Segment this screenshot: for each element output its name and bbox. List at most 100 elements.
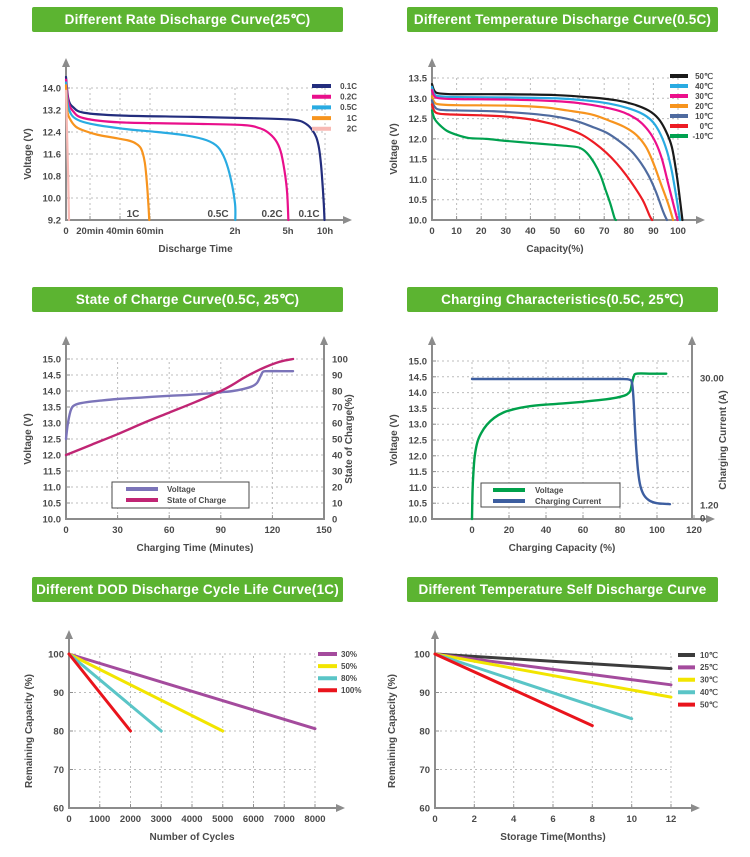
chart-title: State of Charge Curve(0.5C, 25℃)	[75, 291, 300, 307]
y-tick-label: 13.0	[43, 419, 62, 430]
y-tick-label: 11.5	[409, 155, 428, 166]
axis-arrow-right-icon	[696, 216, 705, 224]
y-tick-label: 9.2	[48, 216, 61, 227]
x-tick-label: 2	[472, 814, 477, 825]
right-axis-title: State of Charge(%)	[344, 394, 355, 483]
x-tick-label: 10h	[317, 226, 334, 237]
legend-label-10℃: 10℃	[700, 651, 718, 660]
legend-label-10℃: 10℃	[695, 112, 713, 121]
temp-self-discharge-line-30℃	[433, 652, 673, 699]
y-tick-label: 13.5	[409, 404, 428, 415]
legend-label-50℃: 50℃	[700, 700, 718, 709]
chart-title: Different DOD Discharge Cycle Life Curve…	[36, 582, 339, 597]
right-tick-label: 50	[332, 435, 343, 446]
dod-cycle-life-svg: 0 1000 2000 3000 4000 5000 6000 7000 8000 60 70 80 9…	[24, 630, 361, 843]
x-tick-label: 20	[504, 525, 515, 536]
chart-title: Different Temperature Discharge Curve(0.…	[413, 12, 712, 27]
y-tick-label: 11.5	[43, 467, 62, 478]
legend-label-20℃: 20℃	[695, 102, 713, 111]
y-tick-label: 12.5	[409, 436, 428, 447]
y-tick-label: 70	[419, 765, 430, 776]
x-tick-label: 90	[648, 226, 659, 237]
x-tick-label: 120	[264, 525, 280, 536]
axis-arrow-right-icon	[691, 804, 700, 812]
y-tick-label: 12.5	[43, 435, 62, 446]
chart-title-banner: Different DOD Discharge Cycle Life Curve…	[32, 577, 343, 602]
legend-label-Voltage: Voltage	[535, 486, 564, 495]
x-tick-label: 6000	[243, 814, 264, 825]
chart-title: Charging Characteristics(0.5C, 25℃)	[441, 291, 684, 307]
chart-title: Different Rate Discharge Curve(25℃)	[64, 11, 311, 27]
x-tick-label: 0	[66, 814, 71, 825]
state-of-charge-line-State of Charge	[64, 357, 295, 457]
temp-discharge-line--10℃	[430, 109, 618, 222]
y-tick-label: 100	[48, 650, 64, 661]
y-axis-title: Remaining Capacity (%)	[387, 674, 398, 788]
x-axis-title: Number of Cycles	[149, 832, 234, 843]
legend-label--10℃: -10℃	[692, 132, 713, 141]
chart-title-banner: Different Temperature Self Discharge Cur…	[407, 577, 718, 602]
y-tick-label: 14.0	[409, 388, 428, 399]
x-tick-label: 0	[63, 525, 68, 536]
x-axis-title: Charging Capacity (%)	[509, 543, 616, 554]
axis-arrow-up-icon	[428, 58, 436, 67]
x-tick-label: 1000	[89, 814, 110, 825]
x-tick-label: 40min	[106, 226, 134, 237]
dod-cycle-life-line-80%	[67, 652, 163, 733]
y-axis-title: Voltage (V)	[389, 123, 400, 174]
x-tick-label: 150	[316, 525, 332, 536]
y-tick-label: 12.0	[409, 134, 428, 145]
y-tick-label: 10.0	[409, 216, 428, 227]
curve-annotation-0.2C: 0.2C	[261, 209, 282, 220]
rate-discharge-svg: 0 20min 40min 60min 2h 5h 10h 9.2 10.0 10.8 11.6 12…	[23, 58, 357, 255]
temp-discharge-line-20℃	[430, 95, 675, 222]
x-tick-label: 20min	[76, 226, 104, 237]
x-tick-label: 10	[451, 226, 462, 237]
y-tick-label: 90	[53, 688, 64, 699]
temp-self-discharge-line-40℃	[433, 652, 634, 721]
curve-annotation-0.5C: 0.5C	[207, 209, 228, 220]
y-axis-title: Voltage (V)	[389, 414, 400, 465]
x-tick-label: 60	[574, 226, 585, 237]
charging-characteristics-line-Charging Current	[470, 377, 672, 506]
chart-canvas-temp-discharge: 0 10 20 30 40 50 60 70 80 90 100 10.0 10.5 11.0 11.5 12…	[375, 0, 750, 280]
y-axis-title: Remaining Capacity (%)	[24, 674, 35, 788]
y-tick-label: 10.0	[43, 515, 62, 526]
y-tick-label: 11.6	[43, 150, 61, 161]
temp-discharge-svg: 0 10 20 30 40 50 60 70 80 90 100 10.0 10.5 11.0 11.5 12…	[389, 58, 713, 255]
legend-label-State of Charge: State of Charge	[167, 496, 227, 505]
y-tick-label: 13.2	[43, 106, 62, 117]
temp-self-discharge-svg: 0 2 4 6 8 10 12 60 70 80 90 100 Storage Time(Months)…	[387, 630, 718, 843]
y-tick-label: 60	[53, 804, 64, 815]
right-axis-title: Charging Current (A)	[718, 390, 729, 489]
x-tick-label: 5000	[212, 814, 233, 825]
dod-cycle-life-line-100%	[67, 652, 132, 733]
x-tick-label: 70	[599, 226, 610, 237]
y-tick-label: 12.4	[43, 128, 62, 139]
legend-label-40℃: 40℃	[700, 688, 718, 697]
x-tick-label: 0	[469, 525, 474, 536]
y-tick-label: 11.5	[409, 467, 428, 478]
axis-arrow-right-icon	[343, 216, 352, 224]
x-axis-title: Charging Time (Minutes)	[136, 543, 253, 554]
x-tick-label: 40	[541, 525, 552, 536]
x-axis-title: Storage Time(Months)	[500, 832, 605, 843]
curve-annotation-1C: 1C	[127, 209, 140, 220]
y-tick-label: 15.0	[409, 357, 428, 368]
axis-arrow-right-icon	[706, 515, 715, 523]
legend-label-Charging Current: Charging Current	[535, 497, 602, 506]
y-tick-label: 14.0	[43, 84, 62, 95]
right-tick-label: 20	[332, 483, 343, 494]
chart-title-banner: State of Charge Curve(0.5C, 25℃)	[32, 287, 343, 312]
x-tick-label: 100	[670, 226, 686, 237]
state-of-charge-line-Voltage	[64, 369, 295, 441]
chart-canvas-temp-self-discharge: 0 2 4 6 8 10 12 60 70 80 90 100 Storage Time(Months)…	[375, 570, 750, 857]
x-tick-label: 2000	[120, 814, 141, 825]
y-tick-label: 100	[414, 650, 430, 661]
temp-self-discharge-line-50℃	[433, 652, 594, 728]
y-tick-label: 14.5	[409, 372, 428, 383]
y-tick-label: 12.0	[409, 451, 428, 462]
x-tick-label: 30	[112, 525, 123, 536]
right-tick-label: 1.20	[700, 501, 719, 512]
curve-annotation-0.1C: 0.1C	[298, 209, 319, 220]
